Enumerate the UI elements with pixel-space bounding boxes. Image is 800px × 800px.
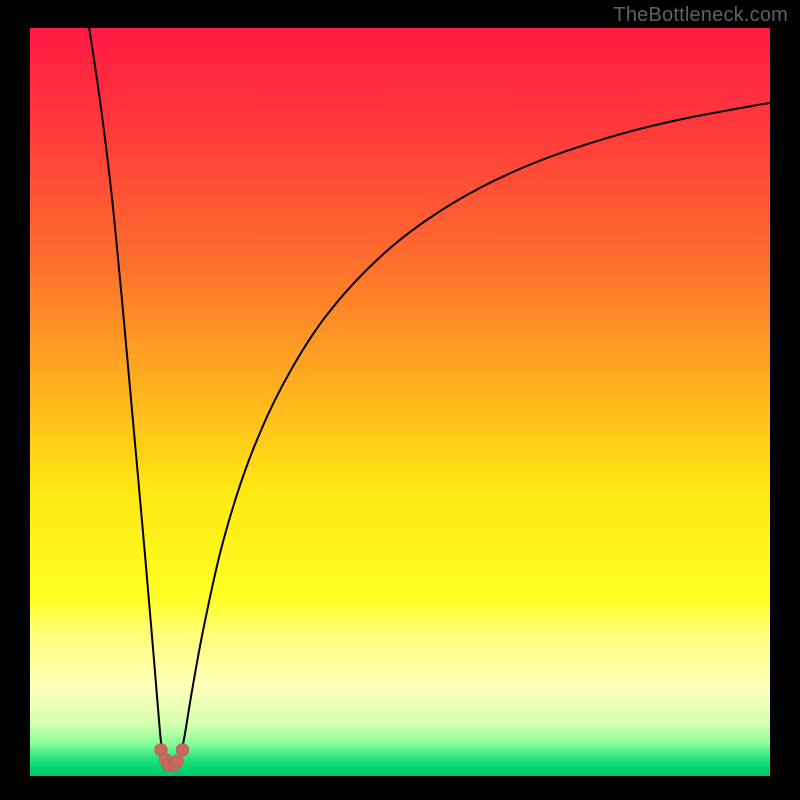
plot-svg xyxy=(30,28,770,776)
notch-dot xyxy=(176,744,188,756)
notch-dot xyxy=(171,755,183,767)
gradient-background xyxy=(30,28,770,776)
plot-area xyxy=(30,28,770,776)
watermark-text: TheBottleneck.com xyxy=(613,4,788,27)
chart-container: TheBottleneck.com xyxy=(0,0,800,800)
